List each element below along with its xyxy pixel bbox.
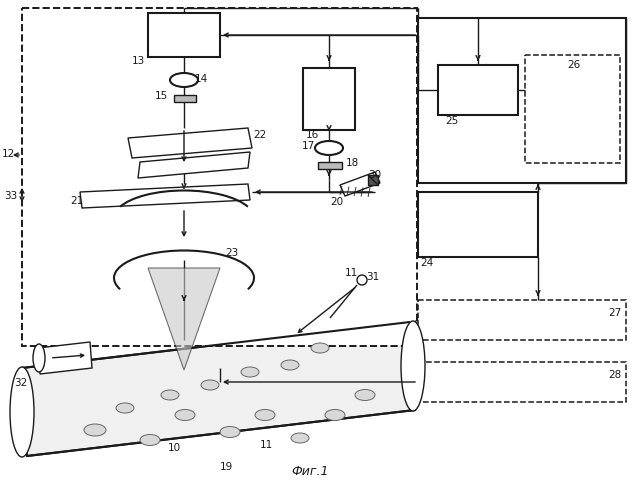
Polygon shape: [138, 152, 250, 178]
Text: 13: 13: [132, 56, 145, 66]
Bar: [22, 8, 417, 346]
Text: 30: 30: [368, 170, 381, 180]
Bar: [438, 65, 518, 115]
Text: 11: 11: [345, 268, 358, 278]
Ellipse shape: [161, 390, 179, 400]
Text: 10: 10: [168, 443, 181, 453]
Ellipse shape: [201, 380, 219, 390]
Ellipse shape: [84, 424, 106, 436]
Polygon shape: [368, 175, 378, 185]
Ellipse shape: [325, 409, 345, 421]
Bar: [318, 162, 342, 169]
Text: 27: 27: [608, 308, 621, 318]
Bar: [148, 13, 220, 57]
Text: 11: 11: [260, 440, 273, 450]
Text: 18: 18: [346, 158, 359, 168]
Text: 12: 12: [2, 149, 15, 159]
Ellipse shape: [357, 275, 367, 285]
Polygon shape: [148, 268, 220, 370]
Bar: [174, 95, 196, 102]
Bar: [525, 55, 620, 163]
Text: 17: 17: [302, 141, 316, 151]
Text: Фиг.1: Фиг.1: [291, 465, 329, 478]
Ellipse shape: [33, 344, 45, 372]
Text: 25: 25: [445, 116, 458, 126]
Bar: [418, 300, 626, 340]
Text: 16: 16: [306, 130, 319, 140]
Ellipse shape: [281, 360, 299, 370]
Text: 26: 26: [567, 60, 580, 70]
Ellipse shape: [116, 403, 134, 413]
Bar: [418, 192, 538, 257]
Text: 32: 32: [14, 378, 28, 388]
Polygon shape: [128, 128, 252, 158]
Polygon shape: [80, 184, 250, 208]
Ellipse shape: [315, 141, 343, 155]
Bar: [418, 362, 626, 402]
Text: 24: 24: [420, 258, 433, 268]
Ellipse shape: [140, 435, 160, 445]
Polygon shape: [340, 172, 380, 196]
Text: 19: 19: [220, 462, 233, 472]
Text: 15: 15: [155, 91, 168, 101]
Ellipse shape: [255, 409, 275, 421]
Text: 31: 31: [366, 272, 380, 282]
Ellipse shape: [401, 321, 425, 411]
Ellipse shape: [10, 367, 34, 457]
Text: 20: 20: [330, 197, 343, 207]
Ellipse shape: [241, 367, 259, 377]
Text: 21: 21: [70, 196, 83, 206]
Text: 28: 28: [608, 370, 621, 380]
Bar: [418, 18, 626, 183]
Ellipse shape: [175, 409, 195, 421]
Ellipse shape: [311, 343, 329, 353]
Ellipse shape: [291, 433, 309, 443]
Polygon shape: [22, 322, 415, 456]
Text: 22: 22: [253, 130, 266, 140]
Text: 23: 23: [225, 248, 238, 258]
Ellipse shape: [355, 390, 375, 400]
Text: 33: 33: [4, 191, 17, 201]
Ellipse shape: [170, 73, 198, 87]
Ellipse shape: [220, 426, 240, 438]
Bar: [303, 68, 355, 130]
Polygon shape: [38, 342, 92, 374]
Text: 14: 14: [195, 74, 208, 84]
